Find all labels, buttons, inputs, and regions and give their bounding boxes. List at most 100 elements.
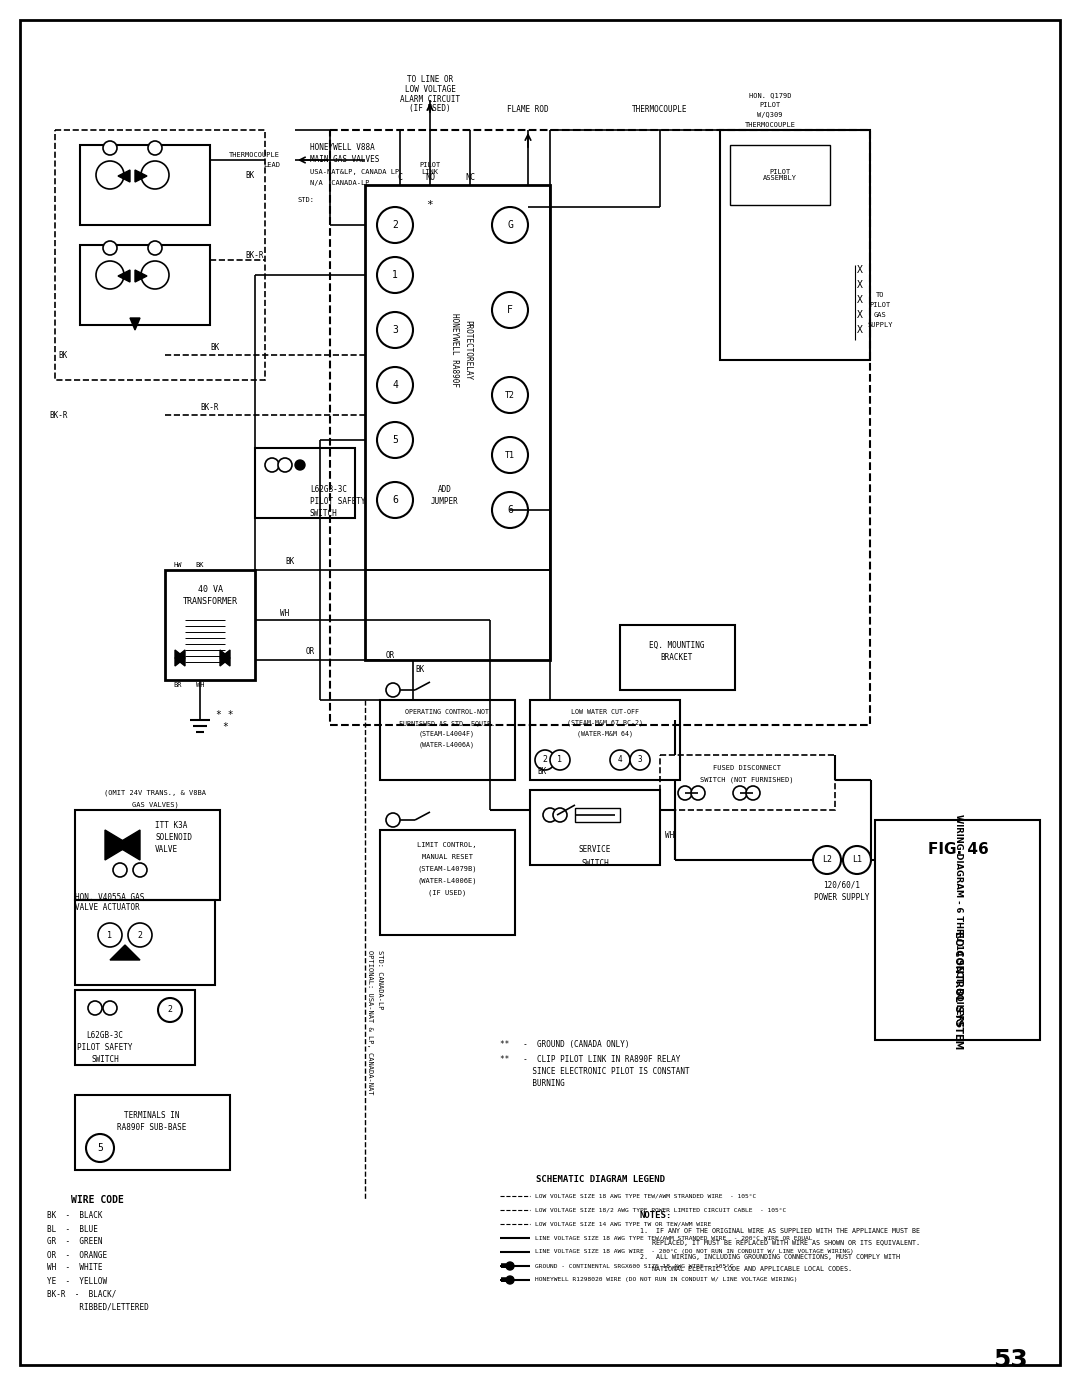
Text: BK-R: BK-R bbox=[50, 411, 68, 419]
Text: (IF USED): (IF USED) bbox=[428, 890, 467, 897]
Bar bbox=[660, 754, 835, 810]
Bar bbox=[380, 700, 515, 780]
Text: SWITCH: SWITCH bbox=[310, 510, 338, 518]
Text: GR  -  GREEN: GR - GREEN bbox=[48, 1238, 103, 1246]
Circle shape bbox=[377, 422, 413, 458]
Circle shape bbox=[265, 458, 279, 472]
Bar bbox=[730, 145, 831, 205]
Bar bbox=[55, 130, 265, 380]
Polygon shape bbox=[135, 170, 147, 182]
Polygon shape bbox=[175, 650, 185, 666]
Bar bbox=[75, 990, 195, 1065]
Text: SWITCH (NOT FURNISHED): SWITCH (NOT FURNISHED) bbox=[700, 777, 794, 784]
Text: GAS: GAS bbox=[874, 312, 887, 319]
Circle shape bbox=[377, 482, 413, 518]
Text: PILOT: PILOT bbox=[869, 302, 891, 307]
Polygon shape bbox=[220, 650, 230, 666]
Text: * *: * * bbox=[216, 710, 233, 719]
Text: OR  -  ORANGE: OR - ORANGE bbox=[48, 1250, 107, 1260]
Circle shape bbox=[843, 847, 870, 875]
Text: WH: WH bbox=[281, 609, 289, 617]
Text: HON. Q179D: HON. Q179D bbox=[748, 92, 792, 98]
Text: BK: BK bbox=[285, 557, 295, 567]
Text: L1: L1 bbox=[852, 855, 862, 865]
Text: SOLENOID: SOLENOID bbox=[156, 833, 192, 841]
Bar bbox=[530, 789, 660, 865]
Text: BK: BK bbox=[245, 170, 254, 179]
Polygon shape bbox=[220, 650, 230, 666]
Text: HONEYWELL V88A: HONEYWELL V88A bbox=[310, 144, 375, 152]
Circle shape bbox=[630, 750, 650, 770]
Text: N/A  CANADA-LP: N/A CANADA-LP bbox=[310, 180, 369, 186]
Circle shape bbox=[386, 813, 400, 827]
Text: LINE VOLTAGE SIZE 18 AWG TYPE TEW/AWM STRANDED WIRE  - 200°C WIRE OR EQUAL: LINE VOLTAGE SIZE 18 AWG TYPE TEW/AWM ST… bbox=[535, 1235, 812, 1241]
Text: **   -  CLIP PILOT LINK IN RA890F RELAY: ** - CLIP PILOT LINK IN RA890F RELAY bbox=[500, 1055, 680, 1063]
Text: WIRING DIAGRAM - 6 THRU 14 SECT. BOILERS: WIRING DIAGRAM - 6 THRU 14 SECT. BOILERS bbox=[954, 813, 962, 1027]
Text: L2: L2 bbox=[822, 855, 832, 865]
Bar bbox=[620, 624, 735, 690]
Text: (STEAM-L4004F): (STEAM-L4004F) bbox=[419, 731, 475, 738]
Text: LEAD: LEAD bbox=[264, 162, 280, 168]
Text: W/Q309: W/Q309 bbox=[757, 112, 783, 117]
Text: (WATER-L4006A): (WATER-L4006A) bbox=[419, 742, 475, 749]
Text: BURNING: BURNING bbox=[500, 1078, 565, 1087]
Text: YE  -  YELLOW: YE - YELLOW bbox=[48, 1277, 107, 1285]
Text: OR: OR bbox=[386, 651, 394, 659]
Text: 3: 3 bbox=[392, 326, 397, 335]
Text: SERVICE: SERVICE bbox=[579, 845, 611, 855]
Text: (WATER-L4006E): (WATER-L4006E) bbox=[417, 877, 476, 884]
Text: L62GB-3C: L62GB-3C bbox=[86, 1031, 123, 1039]
Text: X: X bbox=[858, 295, 863, 305]
Circle shape bbox=[543, 807, 557, 821]
Polygon shape bbox=[105, 830, 130, 861]
Text: SWITCH: SWITCH bbox=[581, 859, 609, 868]
Circle shape bbox=[103, 141, 117, 155]
Text: WH: WH bbox=[195, 682, 204, 687]
Text: (IF USED): (IF USED) bbox=[409, 103, 450, 113]
Text: GROUND - CONTINENTAL SRGX600 SIZE 18 AWG WIRE - 105°C: GROUND - CONTINENTAL SRGX600 SIZE 18 AWG… bbox=[535, 1263, 733, 1268]
Text: MAIN GAS VALVES: MAIN GAS VALVES bbox=[310, 155, 379, 165]
Text: 1: 1 bbox=[108, 930, 112, 940]
Text: OPTIONAL: USA-NAT & LP, CANADA-NAT: OPTIONAL: USA-NAT & LP, CANADA-NAT bbox=[367, 950, 373, 1094]
Text: BL  -  BLUE: BL - BLUE bbox=[48, 1225, 98, 1234]
Circle shape bbox=[492, 437, 528, 474]
Text: ITT K3A: ITT K3A bbox=[156, 820, 187, 830]
Text: RA890F SUB-BASE: RA890F SUB-BASE bbox=[118, 1123, 187, 1132]
Circle shape bbox=[96, 161, 124, 189]
Text: THERMOCOUPLE: THERMOCOUPLE bbox=[744, 122, 796, 129]
Text: FIG. 46: FIG. 46 bbox=[928, 842, 988, 858]
Bar bbox=[365, 184, 550, 659]
Text: HON. V4055A GAS: HON. V4055A GAS bbox=[75, 894, 145, 902]
Text: F: F bbox=[508, 305, 513, 314]
Bar bbox=[80, 244, 210, 326]
Bar bbox=[530, 700, 680, 780]
Text: 2: 2 bbox=[167, 1006, 173, 1014]
Text: LOW VOLTAGE SIZE 18 AWG TYPE TEW/AWM STRANDED WIRE  - 105°C: LOW VOLTAGE SIZE 18 AWG TYPE TEW/AWM STR… bbox=[535, 1193, 756, 1199]
Text: LOW VOLTAGE SIZE 18/2 AWG TYPE POWER LIMITED CIRCUIT CABLE  - 105°C: LOW VOLTAGE SIZE 18/2 AWG TYPE POWER LIM… bbox=[535, 1207, 786, 1213]
Circle shape bbox=[113, 863, 127, 877]
Text: 2.  ALL WIRING, INCLUDING GROUNDING CONNECTIONS, MUST COMPLY WITH: 2. ALL WIRING, INCLUDING GROUNDING CONNE… bbox=[640, 1255, 900, 1260]
Circle shape bbox=[386, 683, 400, 697]
Text: WH  -  WHITE: WH - WHITE bbox=[48, 1263, 103, 1273]
Text: X: X bbox=[858, 310, 863, 320]
Text: BK  -  BLACK: BK - BLACK bbox=[48, 1211, 103, 1221]
Circle shape bbox=[141, 261, 168, 289]
Text: VALVE ACTUATOR: VALVE ACTUATOR bbox=[75, 904, 139, 912]
Text: X: X bbox=[858, 326, 863, 335]
Text: BK-R  -  BLACK/: BK-R - BLACK/ bbox=[48, 1289, 117, 1298]
Text: REPLACED, IT MUST BE REPLACED WITH WIRE AS SHOWN OR ITS EQUIVALENT.: REPLACED, IT MUST BE REPLACED WITH WIRE … bbox=[652, 1241, 920, 1246]
Circle shape bbox=[377, 367, 413, 402]
Circle shape bbox=[129, 923, 152, 947]
Circle shape bbox=[813, 847, 841, 875]
Text: PILOT
ASSEMBLY: PILOT ASSEMBLY bbox=[762, 169, 797, 182]
Circle shape bbox=[610, 750, 630, 770]
Bar bbox=[875, 820, 1040, 1039]
Polygon shape bbox=[114, 830, 140, 861]
Bar bbox=[720, 130, 870, 360]
Text: MANUAL RESET: MANUAL RESET bbox=[421, 854, 473, 861]
Text: X: X bbox=[858, 279, 863, 291]
Text: FUSED DISCONNECT: FUSED DISCONNECT bbox=[713, 766, 781, 771]
Text: 2: 2 bbox=[542, 756, 548, 764]
Circle shape bbox=[148, 141, 162, 155]
Text: BK-R: BK-R bbox=[201, 402, 219, 412]
